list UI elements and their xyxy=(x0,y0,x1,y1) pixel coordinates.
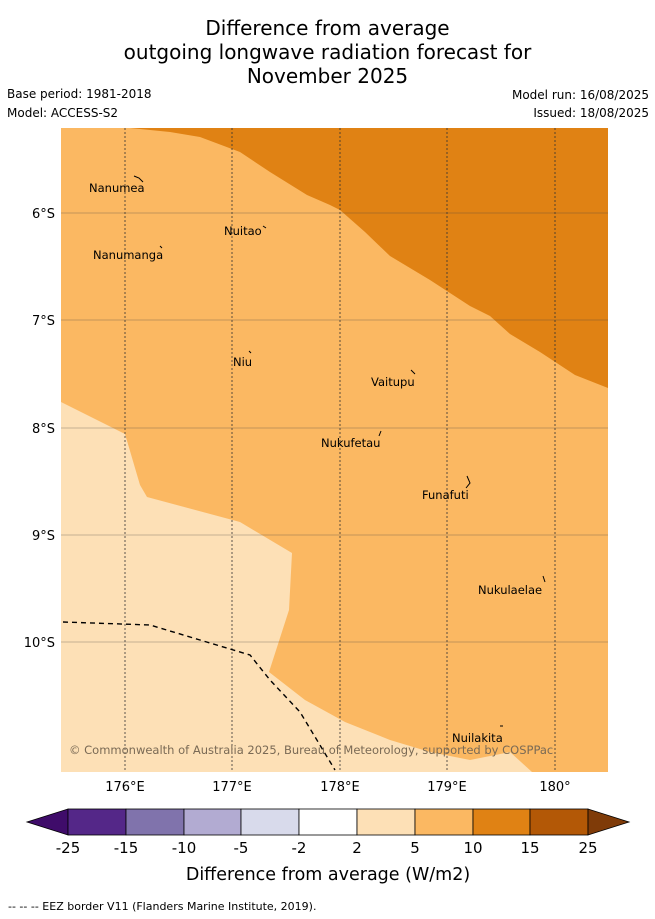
latitude-labels: 6°S 7°S 8°S 9°S 10°S xyxy=(24,207,55,651)
colorbar-tick-label: -2 xyxy=(292,839,307,857)
colorbar-tick-label: 10 xyxy=(463,839,482,857)
place-label: Nuilakita xyxy=(452,731,503,745)
title-line-2: outgoing longwave radiation forecast for xyxy=(123,40,532,64)
colorbar-low-extension xyxy=(25,808,69,836)
map-credit: © Commonwealth of Australia 2025, Bureau… xyxy=(69,743,553,757)
issued-date: Issued: 18/08/2025 xyxy=(533,106,649,120)
colorbar-swatch xyxy=(472,808,531,836)
lat-tick-label: 9°S xyxy=(32,529,55,544)
colorbar-tick-label: -25 xyxy=(56,839,81,857)
base-period: Base period: 1981-2018 xyxy=(7,87,152,101)
colorbar xyxy=(25,808,631,836)
colorbar-tick-label: 15 xyxy=(520,839,539,857)
model-name: Model: ACCESS-S2 xyxy=(7,106,119,120)
eez-border xyxy=(62,621,336,771)
place-label: Nanumea xyxy=(89,181,145,195)
lon-tick-label: 176°E xyxy=(105,780,145,795)
colorbar-swatch xyxy=(298,808,358,836)
place-label: Nukufetau xyxy=(321,436,380,450)
eez-legend-note: -- -- -- EEZ border V11 (Flanders Marine… xyxy=(8,900,317,913)
colorbar-swatch xyxy=(356,808,416,836)
region-2-5 xyxy=(61,402,532,772)
colorbar-swatch xyxy=(240,808,300,836)
place-label: Nuitao xyxy=(224,224,262,238)
colorbar-swatch xyxy=(529,808,589,836)
lat-tick-label: 8°S xyxy=(32,422,55,437)
map-area: Nanumea Nuitao Nanumanga Niu Vaitupu Nuk… xyxy=(61,128,608,772)
lon-tick-label: 179°E xyxy=(427,780,467,795)
region-10-15 xyxy=(130,128,608,388)
title-line-1: Difference from average xyxy=(205,16,450,40)
colorbar-tick-label: 25 xyxy=(578,839,597,857)
lat-tick-label: 10°S xyxy=(24,636,55,651)
colorbar-tick-label: 2 xyxy=(352,839,362,857)
lat-tick-label: 6°S xyxy=(32,207,55,222)
place-label: Nukulaelae xyxy=(478,583,542,597)
colorbar-swatch xyxy=(125,808,185,836)
parallels xyxy=(61,212,608,643)
place-label: Vaitupu xyxy=(371,375,415,389)
colorbar-swatch xyxy=(414,808,474,836)
colorbar-swatch xyxy=(67,808,127,836)
island-shapes xyxy=(133,175,546,727)
colorbar-high-extension xyxy=(587,808,631,836)
chart-title: Difference from average outgoing longwav… xyxy=(0,16,655,88)
lon-tick-label: 177°E xyxy=(212,780,252,795)
colorbar-tick-label: 5 xyxy=(410,839,420,857)
colorbar-tick-label: -5 xyxy=(234,839,249,857)
colorbar-label: Difference from average (W/m2) xyxy=(186,865,470,885)
colorbar-tick-label: -15 xyxy=(114,839,139,857)
lat-tick-label: 7°S xyxy=(32,314,55,329)
lon-tick-label: 180° xyxy=(539,780,570,795)
place-label: Nanumanga xyxy=(93,248,163,262)
place-label: Niu xyxy=(233,355,252,369)
place-labels: Nanumea Nuitao Nanumanga Niu Vaitupu Nuk… xyxy=(89,181,542,745)
title-line-3: November 2025 xyxy=(246,64,409,88)
lon-tick-label: 178°E xyxy=(320,780,360,795)
place-label: Funafuti xyxy=(422,488,469,502)
colorbar-swatch xyxy=(183,808,242,836)
longitude-labels: 176°E 177°E 178°E 179°E 180° xyxy=(105,780,570,795)
meridians xyxy=(124,128,556,772)
colorbar-tick-label: -10 xyxy=(172,839,197,857)
colorbar-ticks: -25 -15 -10 -5 -2 2 5 10 15 25 xyxy=(56,839,598,857)
model-run: Model run: 16/08/2025 xyxy=(511,88,649,102)
